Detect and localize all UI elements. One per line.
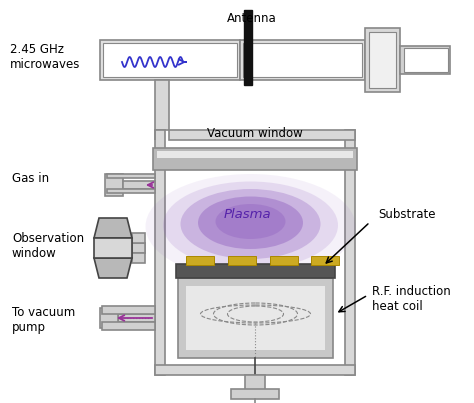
Bar — [133, 243, 145, 253]
Bar — [118, 314, 155, 322]
Bar — [176, 264, 335, 278]
Bar — [186, 256, 214, 265]
Text: Antenna: Antenna — [227, 12, 277, 25]
Bar — [244, 10, 252, 85]
Bar — [404, 48, 448, 72]
Bar — [228, 256, 256, 265]
Bar — [186, 286, 325, 350]
Bar — [231, 389, 279, 399]
Text: R.F. induction
heat coil: R.F. induction heat coil — [372, 285, 451, 313]
Text: 2.45 GHz
microwaves: 2.45 GHz microwaves — [10, 43, 81, 71]
Bar — [100, 308, 118, 328]
Ellipse shape — [216, 204, 285, 239]
Bar — [345, 130, 355, 375]
Text: Vacuum window: Vacuum window — [207, 127, 303, 140]
Ellipse shape — [181, 189, 320, 259]
Bar — [365, 28, 400, 92]
Bar — [107, 189, 155, 193]
Text: Observation
window: Observation window — [12, 232, 84, 260]
Bar — [123, 181, 155, 189]
Text: Plasma: Plasma — [224, 208, 271, 220]
Bar — [369, 32, 396, 88]
Bar — [132, 253, 145, 263]
Bar — [178, 278, 333, 358]
Bar — [169, 130, 355, 140]
Text: To vacuum
pump: To vacuum pump — [12, 306, 75, 334]
Bar — [240, 40, 365, 80]
Ellipse shape — [198, 197, 303, 249]
Bar — [155, 130, 165, 375]
Bar — [102, 322, 155, 330]
Bar — [132, 243, 145, 253]
Bar — [245, 375, 265, 397]
Ellipse shape — [163, 181, 338, 269]
Bar — [100, 40, 240, 80]
Bar — [153, 148, 357, 170]
Bar — [132, 233, 145, 243]
Bar — [155, 365, 355, 375]
Bar — [107, 174, 155, 178]
Bar — [105, 174, 123, 196]
Bar — [400, 46, 450, 74]
Polygon shape — [94, 258, 132, 278]
Bar — [102, 306, 155, 314]
Bar — [157, 151, 353, 158]
Ellipse shape — [146, 174, 356, 279]
Text: Substrate: Substrate — [378, 208, 436, 222]
Bar — [270, 256, 298, 265]
Bar — [311, 256, 339, 265]
Polygon shape — [94, 218, 132, 238]
Polygon shape — [94, 238, 132, 258]
Bar — [103, 43, 237, 77]
Bar — [243, 43, 362, 77]
Text: Gas in: Gas in — [12, 172, 49, 185]
Bar — [155, 80, 169, 130]
